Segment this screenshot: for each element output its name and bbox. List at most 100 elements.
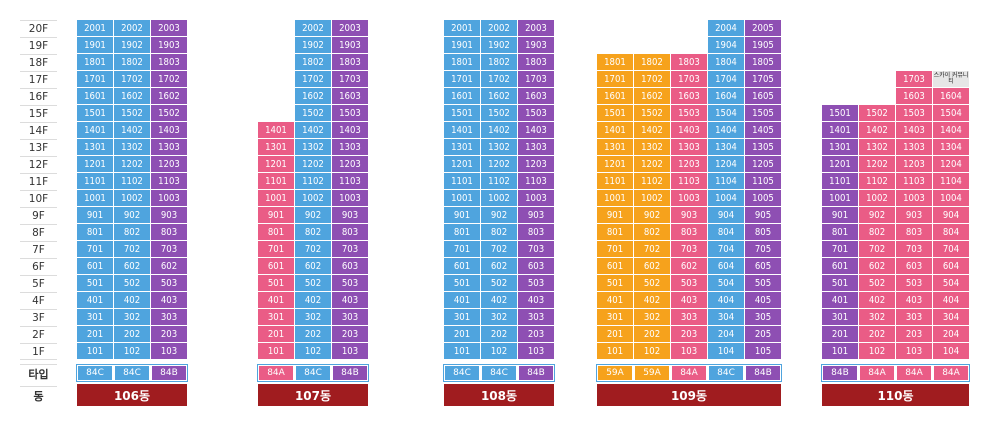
- unit-cell: 505: [745, 275, 781, 291]
- unit-cell: 802: [481, 224, 517, 240]
- unit-cell: 2003: [518, 20, 554, 36]
- unit-cell: 1003: [671, 190, 707, 206]
- unit-cell: 202: [295, 326, 331, 342]
- sky-community-unit: 스카이 커뮤니티: [933, 71, 969, 87]
- unit-cell: 903: [518, 207, 554, 223]
- unit-cell: 1202: [114, 156, 150, 172]
- floor-label: 3F: [20, 309, 57, 326]
- unit-cell: 1302: [114, 139, 150, 155]
- unit-cell: 902: [114, 207, 150, 223]
- unit-cell: 1303: [332, 139, 368, 155]
- unit-cell: 301: [444, 309, 480, 325]
- unit-cell: 404: [708, 292, 744, 308]
- unit-cell: 1102: [481, 173, 517, 189]
- unit-cell: 1603: [332, 88, 368, 104]
- unit-cell: 1303: [518, 139, 554, 155]
- unit-cell: 301: [258, 309, 294, 325]
- unit-cell: 1302: [295, 139, 331, 155]
- unit-cell: 1903: [518, 37, 554, 53]
- unit-cell: 1601: [597, 88, 633, 104]
- unit-cell: 1902: [295, 37, 331, 53]
- unit-cell: 602: [114, 258, 150, 274]
- unit-cell: 304: [708, 309, 744, 325]
- unit-cell: 702: [481, 241, 517, 257]
- unit-cell: 1503: [896, 105, 932, 121]
- unit-cell: 1405: [745, 122, 781, 138]
- unit-cell: 904: [708, 207, 744, 223]
- unit-cell: 1701: [597, 71, 633, 87]
- unit-cell: 601: [822, 258, 858, 274]
- unit-cell: 502: [295, 275, 331, 291]
- unit-cell: 603: [896, 258, 932, 274]
- unit-cell: 1001: [597, 190, 633, 206]
- unit-cell: 1403: [151, 122, 187, 138]
- unit-cell: 703: [151, 241, 187, 257]
- unit-type-label: 84C: [709, 366, 743, 380]
- unit-cell: 1703: [671, 71, 707, 87]
- unit-cell: 1502: [114, 105, 150, 121]
- unit-cell: 103: [896, 343, 932, 359]
- floor-label: 11F: [20, 173, 57, 190]
- unit-cell: 602: [481, 258, 517, 274]
- unit-cell: 401: [258, 292, 294, 308]
- unit-cell: 101: [444, 343, 480, 359]
- unit-cell: 101: [597, 343, 633, 359]
- unit-cell: 303: [896, 309, 932, 325]
- unit-cell: 402: [114, 292, 150, 308]
- unit-cell: 1502: [151, 105, 187, 121]
- unit-cell: 1401: [444, 122, 480, 138]
- unit-cell: 403: [518, 292, 554, 308]
- unit-cell: 2003: [332, 20, 368, 36]
- floor-label: 8F: [20, 224, 57, 241]
- unit-cell: 203: [151, 326, 187, 342]
- unit-cell: 702: [634, 241, 670, 257]
- unit-cell: 1104: [708, 173, 744, 189]
- floor-label: 4F: [20, 292, 57, 309]
- unit-cell: 1101: [77, 173, 113, 189]
- unit-cell: 1102: [114, 173, 150, 189]
- unit-cell: 602: [151, 258, 187, 274]
- floor-label: 17F: [20, 71, 57, 88]
- unit-cell: 901: [822, 207, 858, 223]
- floor-label: 20F: [20, 20, 57, 37]
- unit-cell: 1802: [295, 54, 331, 70]
- unit-cell: 1502: [481, 105, 517, 121]
- unit-cell: 701: [597, 241, 633, 257]
- unit-cell: 703: [896, 241, 932, 257]
- unit-cell: 701: [822, 241, 858, 257]
- unit-cell: 1204: [933, 156, 969, 172]
- unit-cell: 1103: [896, 173, 932, 189]
- unit-cell: 403: [332, 292, 368, 308]
- unit-cell: 103: [151, 343, 187, 359]
- unit-cell: 601: [597, 258, 633, 274]
- unit-cell: 1505: [745, 105, 781, 121]
- unit-cell: 702: [114, 241, 150, 257]
- unit-cell: 1103: [671, 173, 707, 189]
- unit-cell: 103: [518, 343, 554, 359]
- unit-cell: 901: [77, 207, 113, 223]
- floor-label: 18F: [20, 54, 57, 71]
- unit-cell: 102: [634, 343, 670, 359]
- unit-cell: 101: [258, 343, 294, 359]
- unit-cell: 1901: [77, 37, 113, 53]
- unit-cell: 303: [332, 309, 368, 325]
- unit-cell: 1404: [708, 122, 744, 138]
- floor-label: 6F: [20, 258, 57, 275]
- unit-cell: 1803: [151, 54, 187, 70]
- unit-cell: 604: [933, 258, 969, 274]
- unit-cell: 2003: [151, 20, 187, 36]
- unit-cell: 1201: [444, 156, 480, 172]
- unit-cell: 802: [634, 224, 670, 240]
- unit-cell: 1201: [77, 156, 113, 172]
- unit-cell: 2005: [745, 20, 781, 36]
- unit-cell: 1801: [597, 54, 633, 70]
- unit-cell: 301: [597, 309, 633, 325]
- floor-label: 9F: [20, 207, 57, 224]
- unit-cell: 602: [671, 258, 707, 274]
- unit-cell: 1002: [481, 190, 517, 206]
- unit-cell: 1501: [444, 105, 480, 121]
- unit-cell: 804: [708, 224, 744, 240]
- unit-cell: 402: [295, 292, 331, 308]
- unit-cell: 1301: [77, 139, 113, 155]
- unit-cell: 1201: [822, 156, 858, 172]
